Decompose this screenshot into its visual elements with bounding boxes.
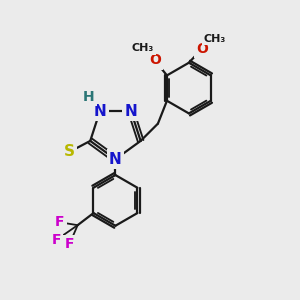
Text: CH₃: CH₃ bbox=[132, 43, 154, 53]
Text: N: N bbox=[109, 152, 122, 167]
Text: O: O bbox=[196, 42, 208, 56]
Text: S: S bbox=[64, 144, 75, 159]
Text: F: F bbox=[65, 237, 74, 251]
Text: H: H bbox=[83, 90, 95, 104]
Text: O: O bbox=[149, 53, 161, 68]
Text: N: N bbox=[94, 104, 106, 119]
Text: F: F bbox=[51, 233, 61, 247]
Text: N: N bbox=[124, 104, 137, 119]
Text: CH₃: CH₃ bbox=[204, 34, 226, 44]
Text: F: F bbox=[55, 215, 64, 229]
